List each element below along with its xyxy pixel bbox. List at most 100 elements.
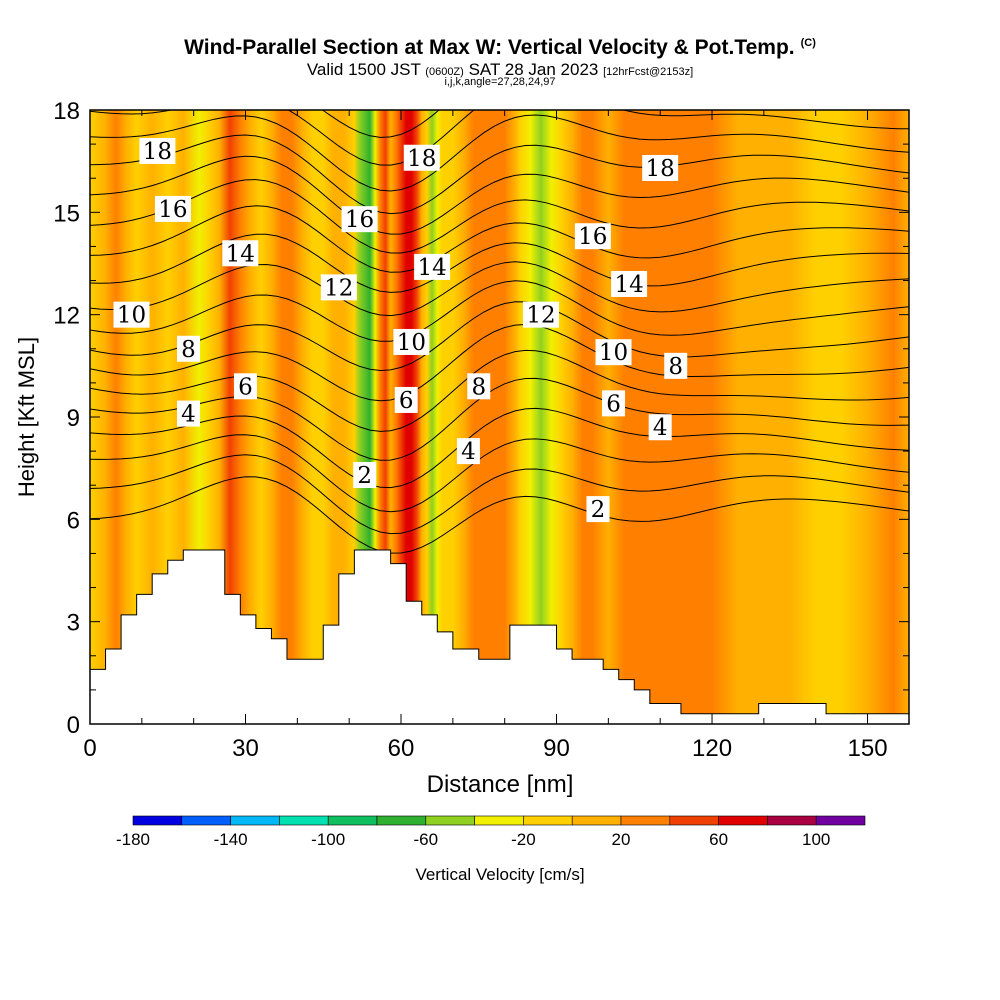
chart-title: Wind-Parallel Section at Max W: Vertical…: [0, 36, 1000, 60]
isotherm-14: [90, 179, 909, 254]
isotherm-label: 12: [320, 274, 357, 301]
isotherm-label: 18: [403, 144, 440, 172]
isotherm-label-text: 18: [143, 139, 172, 165]
isotherm-label: 6: [602, 390, 626, 417]
isotherm-label: 6: [234, 373, 258, 400]
chart-subtitle: Valid 1500 JST (0600Z) SAT 28 Jan 2023 […: [0, 60, 1000, 80]
colorbar-bin: [230, 815, 280, 826]
x-axis: 0 30 60 90 120 150: [83, 735, 887, 762]
y-tick-label: 18: [53, 98, 80, 125]
isotherm-label: 10: [595, 339, 632, 366]
isotherm-2: [90, 476, 909, 554]
isotherm-label-text: 8: [471, 374, 486, 400]
x-tick-label: 30: [232, 735, 259, 762]
isotherm-label: 14: [222, 240, 259, 267]
isotherm-label-text: 4: [653, 415, 668, 441]
valid-time: Valid 1500 JST: [306, 60, 421, 79]
isotherm-label-text: 10: [117, 303, 146, 329]
x-tick-label: 90: [543, 735, 570, 762]
isotherm-label: 8: [467, 373, 491, 400]
colorbar-bin: [181, 815, 231, 826]
colorbar-bin: [571, 815, 622, 826]
isotherm-label-text: 14: [226, 241, 255, 267]
colorbar-tick-label: -20: [511, 830, 536, 849]
y-tick-label: 3: [67, 610, 80, 637]
isotherm-label-text: 10: [397, 330, 426, 356]
y-tick-label: 12: [53, 303, 80, 330]
isotherm-16: [90, 134, 909, 215]
terrain-mask: [90, 549, 909, 724]
x-tick-label: 0: [83, 735, 96, 762]
isotherm-labels: 18 16 14 10 8 6 4 16 12 18 14 10 6 2 8 4 12 16 14 10 6 2 18 8 4: [113, 137, 688, 523]
axis-ticks: [89, 109, 909, 725]
colorbar-bin: [279, 815, 329, 826]
colorbar-tick-labels: -180 -140 -100 -60 -20 20 60 100: [116, 830, 830, 849]
isotherm-label: 2: [353, 461, 377, 489]
isotherm-18: [90, 110, 909, 166]
isotherm-label-text: 8: [181, 337, 196, 363]
isotherm-6: [90, 377, 909, 461]
isotherm-label-text: 4: [461, 439, 476, 465]
copyright-mark: (C): [800, 37, 816, 49]
colorbar-bin: [474, 815, 524, 826]
colorbar-bin: [376, 815, 427, 826]
y-axis-label: Height [Kft MSL]: [14, 337, 39, 497]
isotherm-label: 16: [341, 206, 378, 233]
isotherm-label: 16: [154, 195, 191, 223]
isotherm-label: 8: [176, 335, 200, 363]
colorbar: [132, 815, 866, 826]
isotherm-label-text: 16: [158, 197, 187, 223]
isotherm-label: 10: [113, 301, 150, 329]
grid-info: i,j,k,angle=27,28,24,97: [444, 76, 556, 88]
colorbar-bin: [620, 815, 671, 826]
isotherm-4: [90, 434, 909, 513]
x-tick-label: 150: [848, 735, 888, 762]
isotherm-label-text: 6: [399, 388, 414, 414]
colorbar-bin: [718, 815, 768, 826]
isotherm-label-text: 10: [599, 340, 628, 366]
y-tick-label: 15: [53, 200, 80, 227]
isotherm-label-text: 16: [345, 207, 374, 233]
colorbar-tick-label: -140: [214, 830, 248, 849]
isotherm-label-text: 18: [407, 146, 436, 172]
isotherm-label-text: 12: [324, 275, 353, 301]
isotherm-label: 12: [522, 301, 559, 329]
isotherm-label: 2: [586, 496, 610, 523]
colorbar-label: Vertical Velocity [cm/s]: [415, 865, 584, 884]
isotherm-16-half: [90, 114, 909, 192]
y-tick-label: 0: [67, 712, 80, 739]
isotherm-label: 14: [611, 270, 648, 298]
isotherm-label: 16: [574, 223, 611, 250]
isotherm-label-text: 2: [591, 497, 606, 523]
isotherm-label: 18: [642, 154, 679, 182]
colorbar-bin: [815, 815, 866, 826]
colorbar-tick-label: 100: [802, 830, 830, 849]
isotherm-label-text: 8: [668, 354, 683, 380]
x-tick-label: 60: [388, 735, 415, 762]
isotherm-10: [90, 280, 909, 342]
colorbar-tick-label: -100: [311, 830, 345, 849]
colorbar-tick-label: 60: [709, 830, 728, 849]
isotherm-label: 4: [456, 438, 480, 465]
colorbar-tick-label: -60: [414, 830, 439, 849]
isotherm-label-text: 6: [606, 391, 621, 417]
isotherm-label-text: 4: [181, 402, 196, 428]
isotherm-10-half: [90, 261, 909, 317]
isotherm-label-text: 14: [417, 255, 446, 281]
isotherm-label-text: 12: [526, 303, 555, 329]
valid-utc: (0600Z): [425, 66, 464, 78]
isotherm-4-half: [90, 407, 909, 489]
isotherm-2-half: [90, 454, 909, 535]
isotherm-label: 8: [664, 352, 688, 380]
colorbar-tick-label: -180: [116, 830, 150, 849]
y-tick-label: 9: [67, 405, 80, 432]
isotherm-lines: [90, 110, 909, 554]
isotherm-label: 6: [394, 386, 418, 414]
x-axis-label: Distance [nm]: [427, 771, 574, 798]
isotherm-label-text: 18: [646, 156, 675, 182]
colorbar-bin: [523, 815, 573, 826]
isotherm-14-half: [90, 155, 909, 235]
colorbar-bin: [132, 815, 183, 826]
colorbar-bin: [669, 815, 719, 826]
